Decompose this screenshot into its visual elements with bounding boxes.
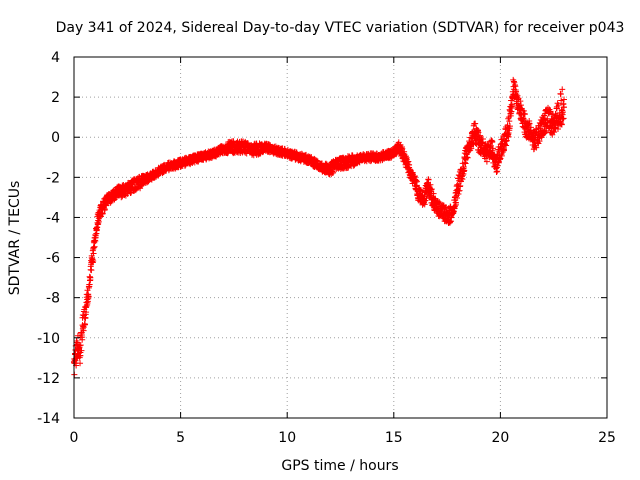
- y-tick-label: -4: [46, 210, 60, 226]
- data-point: [500, 147, 507, 154]
- data-point: [90, 258, 97, 265]
- y-tick-label: 4: [51, 50, 60, 66]
- data-point: [558, 121, 565, 128]
- data-point: [77, 352, 84, 359]
- data-point: [518, 102, 525, 109]
- y-axis-label: SDTVAR / TECUs: [7, 181, 23, 296]
- data-point: [506, 123, 513, 130]
- data-point: [90, 250, 97, 257]
- data-point: [413, 177, 420, 184]
- data-point: [482, 155, 489, 162]
- data-point: [330, 169, 337, 176]
- data-point: [517, 98, 524, 105]
- data-point: [413, 178, 420, 185]
- x-tick-label: 25: [598, 430, 616, 446]
- data-point: [497, 155, 504, 162]
- data-point: [399, 145, 406, 152]
- y-tick-label: -10: [37, 331, 60, 347]
- data-point: [541, 129, 548, 136]
- x-axis-label: GPS time / hours: [281, 458, 398, 474]
- data-point: [76, 342, 83, 349]
- data-point: [85, 293, 92, 300]
- data-point: [80, 327, 87, 334]
- data-point: [559, 86, 566, 93]
- data-point: [78, 347, 85, 354]
- data-point: [559, 109, 566, 116]
- x-tick-label: 15: [385, 430, 403, 446]
- data-point: [479, 135, 486, 142]
- data-point: [88, 267, 95, 274]
- data-point: [118, 194, 125, 201]
- data-point: [83, 303, 90, 310]
- data-point: [463, 154, 470, 161]
- data-point: [451, 203, 458, 210]
- data-point: [92, 234, 99, 241]
- data-point: [509, 103, 516, 110]
- x-tick-label: 0: [70, 430, 79, 446]
- data-point: [457, 182, 464, 189]
- data-point: [417, 187, 424, 194]
- data-point: [421, 201, 428, 208]
- data-point: [99, 210, 106, 217]
- data-point: [425, 176, 432, 183]
- axis-ticks: 0 5 10 15 20 25 -14 -12 -10 -8 -6 -4 -2 0 2 4: [37, 50, 616, 446]
- x-tick-label: 10: [278, 430, 296, 446]
- data-point: [560, 115, 567, 122]
- data-point: [494, 168, 501, 175]
- data-point: [77, 342, 84, 349]
- data-point: [489, 138, 496, 145]
- data-point: [527, 124, 534, 131]
- grid-lines: [74, 57, 607, 418]
- data-point: [464, 154, 471, 161]
- data-point: [551, 129, 558, 136]
- x-tick-label: 5: [176, 430, 185, 446]
- data-point: [87, 277, 94, 284]
- y-tick-label: -14: [37, 411, 60, 427]
- data-point: [489, 145, 496, 152]
- y-tick-label: 2: [51, 90, 60, 106]
- data-point: [520, 115, 527, 122]
- data-point: [561, 96, 568, 103]
- data-point: [561, 104, 568, 111]
- data-point: [498, 152, 505, 159]
- data-point: [533, 144, 540, 151]
- data-point: [77, 360, 84, 367]
- data-point: [521, 111, 528, 118]
- y-tick-label: -6: [46, 251, 60, 267]
- data-point: [526, 120, 533, 127]
- data-point: [483, 158, 490, 165]
- data-point: [472, 120, 479, 127]
- chart-title: Day 341 of 2024, Sidereal Day-to-day VTE…: [56, 20, 625, 36]
- data-points: [71, 76, 568, 378]
- y-tick-label: 0: [51, 130, 60, 146]
- data-point: [95, 218, 102, 225]
- y-tick-label: -8: [46, 291, 60, 307]
- data-point: [91, 243, 98, 250]
- plot-frame: [73, 56, 608, 419]
- data-point: [423, 195, 430, 202]
- data-point: [82, 321, 89, 328]
- data-point: [503, 142, 510, 149]
- x-tick-label: 20: [491, 430, 509, 446]
- data-point: [452, 199, 459, 206]
- data-point: [558, 97, 565, 104]
- data-point: [498, 136, 505, 143]
- y-tick-label: -2: [46, 170, 60, 186]
- data-point: [557, 91, 564, 98]
- data-point: [555, 102, 562, 109]
- data-point: [430, 190, 437, 197]
- data-point: [495, 159, 502, 166]
- data-point: [506, 118, 513, 125]
- data-point: [454, 194, 461, 201]
- data-point: [428, 186, 435, 193]
- data-point: [461, 167, 468, 174]
- y-tick-label: -12: [37, 371, 60, 387]
- data-point: [79, 336, 86, 343]
